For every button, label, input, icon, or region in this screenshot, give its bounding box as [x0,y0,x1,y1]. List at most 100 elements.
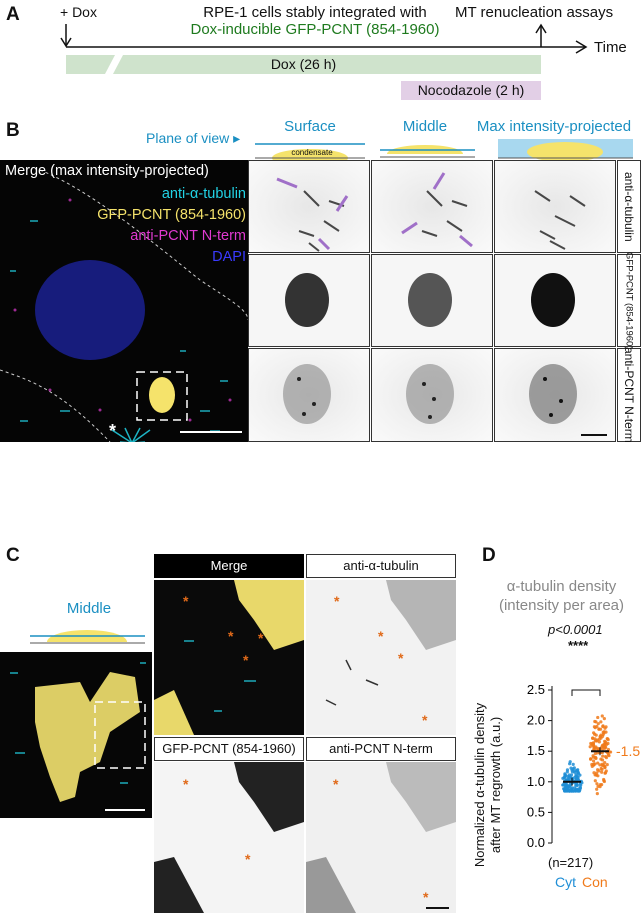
grid-gfp-middle [371,254,493,347]
d-point-con-69 [606,753,610,757]
col-surface-label: Surface [284,118,336,135]
d-point-cyt-138 [570,768,574,772]
d-n: (n=217) [548,855,594,870]
pcnt-puncta [13,198,232,422]
d-point-con-76 [604,769,608,773]
row-label-tubulin: anti-α-tubulin [617,160,641,253]
d-point-con-109 [597,737,602,741]
d-point-cyt-132 [563,783,567,787]
d-point-con-126 [596,784,600,789]
c-star-2: * [228,628,234,644]
d-point-con-119 [601,730,605,734]
d-chart-svg: 0.0 0.5 1.0 1.5 2.0 2.5 -1.5 [527,682,640,850]
d-significance: **** [568,638,589,653]
d-point-con-130 [591,763,596,767]
row-label-pcnt-text: anti-PCNT N-term [622,347,636,443]
d-point-cyt-137 [571,789,576,793]
d-annotation: -1.5 [616,743,640,759]
d-point-con-114 [598,735,602,739]
d-point-con-124 [588,745,592,749]
d-title-line1: α-tubulin density [506,578,617,595]
grid-tubulin-surface [248,160,370,253]
d-pvalue: p<0.0001 [548,622,603,637]
zoom-box-c [94,701,146,769]
row-label-pcnt: anti-PCNT N-term [617,347,641,443]
d-point-con-94 [601,744,605,749]
merge-image-b [0,160,248,442]
c-star-12: * [423,889,429,905]
c-merge-header: Merge [154,554,304,578]
experiment-title: RPE-1 cells stably integrated with Dox-i… [180,4,450,38]
dox-bar-label: Dox (26 h) [270,56,337,72]
c-star-6: * [378,628,384,644]
plane-of-view-label: Plane of view ▸ [146,130,241,146]
d-point-con-137 [595,792,599,796]
d-point-cyt-85 [575,768,580,773]
d-point-con-52 [593,719,597,724]
d-point-con-116 [596,761,600,765]
d-point-con-87 [592,732,597,736]
d-point-cyt-133 [565,789,569,793]
d-point-cyt-131 [563,774,567,778]
d-point-con-65 [600,714,604,718]
c-middle-label: Middle [66,600,112,617]
d-ytick-label-0: 0.0 [527,835,545,850]
d-xlabel-cyt: Cyt [555,874,576,890]
condensate-label: condensate [291,148,333,157]
experiment-title-line2: Dox-inducible GFP-PCNT (854-1960) [190,21,440,38]
d-point-con-53 [591,759,596,763]
grid-tubulin-middle [371,160,493,253]
d-point-cyt-121 [567,789,571,793]
d-point-cyt-125 [576,789,580,793]
grid-pcnt-surface [248,348,370,442]
d-point-con-61 [597,769,601,773]
d-point-cyt-127 [568,762,572,766]
merge-image-b-svg [0,169,248,442]
d-point-con-102 [594,756,598,760]
panel-b-label: B [6,120,20,141]
mt-assays-label: MT renucleation assays [455,4,614,21]
c-condensate-shape [35,672,140,802]
d-point-con-12 [600,770,604,774]
d-point-con-128 [598,727,603,731]
d-point-con-139 [600,767,604,771]
grid-pcnt-middle [371,348,493,442]
d-point-con-108 [596,715,600,720]
d-point-cyt-129 [575,777,579,781]
grid-gfp-max [494,254,616,347]
d-point-con-107 [603,741,607,746]
legend-gfp: GFP-PCNT (854-1960) [97,207,246,223]
c-star-4: * [243,652,249,668]
d-point-con-122 [605,737,609,741]
c-star-9: * [183,776,189,792]
d-point-con-83 [590,742,594,746]
d-point-con-112 [595,787,599,791]
legend-pcnt: anti-PCNT N-term [130,228,246,244]
c-star-1: * [183,593,189,609]
d-bracket [571,689,601,696]
d-point-con-100 [602,777,606,782]
row-label-tubulin-text: anti-α-tubulin [622,171,636,242]
d-point-con-68 [601,754,605,758]
merge-image-c [0,652,152,818]
condensate-surface-shape [272,149,348,160]
time-label: Time [594,39,627,56]
col-max-label: Max intensity-projected [476,118,632,135]
d-point-cyt-135 [564,786,569,790]
merge-title-b: Merge (max intensity-projected) [5,163,209,179]
d-point-cyt-139 [571,777,575,781]
d-point-con-104 [591,754,595,758]
dox-bar [66,55,541,74]
timeline-arrowhead [575,40,588,54]
plane-of-view-text: Plane of view [146,130,230,146]
nocodazole-label: Nocodazole (2 h) [417,82,525,98]
d-point-con-127 [601,724,605,728]
d-point-con-115 [605,763,609,767]
d-point-con-125 [601,747,605,751]
legend-dapi: DAPI [212,249,246,265]
c-pcnt-image [306,762,456,913]
panel-c-label: C [6,545,20,566]
d-ytick-label-2: 1.0 [527,774,545,789]
c-star-11: * [333,776,339,792]
c-star-8: * [422,712,428,728]
